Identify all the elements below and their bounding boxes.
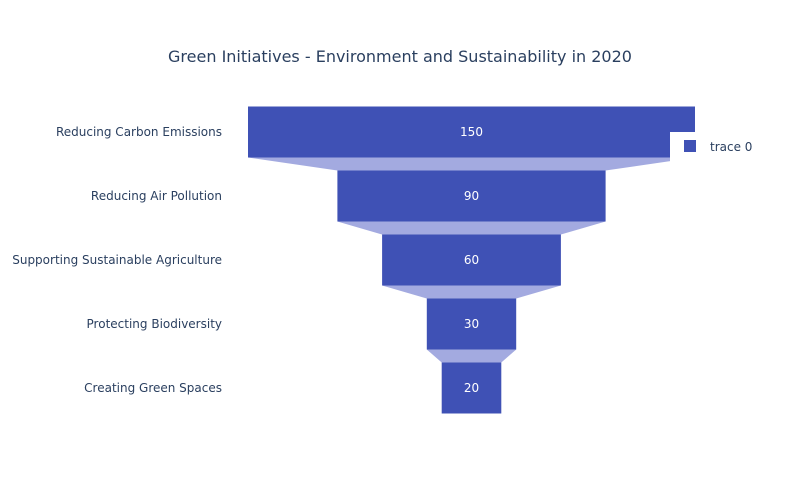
legend[interactable]: trace 0 [670,132,770,162]
funnel-connector-1 [248,157,695,171]
legend-entry-label[interactable]: trace 0 [710,140,752,154]
funnel-connector-4 [426,349,517,363]
category-label-creating-green-spaces: Creating Green Spaces [84,381,222,395]
value-label-supporting-sustainable-agriculture: 60 [464,253,479,267]
category-label-reducing-air-pollution: Reducing Air Pollution [91,189,222,203]
chart-title: Green Initiatives - Environment and Sust… [168,47,632,66]
value-label-protecting-biodiversity: 30 [464,317,479,331]
funnel-bars [248,106,695,414]
funnel-bar-reducing-air-pollution[interactable] [337,170,606,222]
funnel-bar-supporting-sustainable-agriculture[interactable] [382,234,561,286]
funnel-bar-creating-green-spaces[interactable] [441,362,502,414]
value-label-reducing-carbon-emissions: 150 [460,125,483,139]
funnel-connectors [248,157,695,363]
category-labels: Reducing Carbon Emissions Reducing Air Po… [12,125,222,395]
category-label-protecting-biodiversity: Protecting Biodiversity [87,317,222,331]
value-label-creating-green-spaces: 20 [464,381,479,395]
category-label-reducing-carbon-emissions: Reducing Carbon Emissions [56,125,222,139]
funnel-connector-3 [382,285,561,299]
funnel-bar-protecting-biodiversity[interactable] [426,298,517,350]
category-label-supporting-sustainable-agriculture: Supporting Sustainable Agriculture [12,253,222,267]
funnel-bar-reducing-carbon-emissions[interactable] [248,106,695,158]
legend-swatch[interactable] [684,140,696,152]
funnel-connector-2 [337,221,606,235]
value-label-reducing-air-pollution: 90 [464,189,479,203]
value-labels: 150 90 60 30 20 [460,125,483,395]
